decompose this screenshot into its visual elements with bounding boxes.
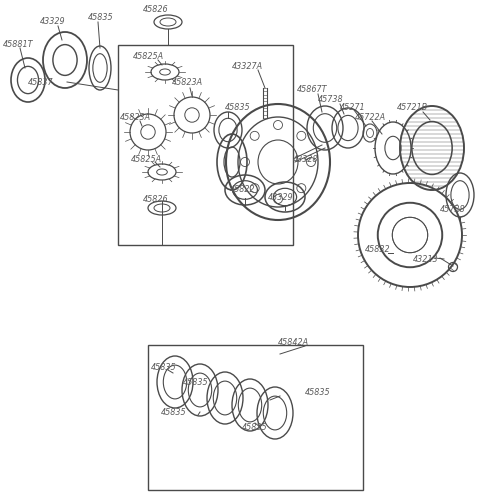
Text: 43327A: 43327A: [232, 62, 263, 71]
Text: 45722A: 45722A: [355, 113, 386, 122]
Text: 45835: 45835: [183, 378, 209, 387]
Text: 45826: 45826: [143, 195, 168, 204]
Text: 45823A: 45823A: [120, 113, 151, 122]
Text: 45271: 45271: [340, 103, 366, 112]
Text: 45823A: 45823A: [172, 78, 203, 87]
Text: 45832: 45832: [365, 245, 391, 254]
Text: 45835: 45835: [161, 408, 187, 417]
Text: 45738: 45738: [318, 95, 344, 104]
Text: 45881T: 45881T: [3, 40, 34, 49]
Text: 45842A: 45842A: [278, 338, 309, 347]
Text: 43213: 43213: [413, 255, 439, 264]
Text: 45867T: 45867T: [297, 85, 327, 94]
Bar: [118, 45, 293, 245]
Text: 43328: 43328: [293, 155, 319, 164]
Text: 45826: 45826: [143, 5, 168, 14]
Bar: [148, 345, 363, 490]
Text: 45721B: 45721B: [397, 103, 428, 112]
Text: 45822: 45822: [230, 185, 256, 194]
Text: 43329: 43329: [40, 17, 66, 26]
Text: 45738: 45738: [440, 205, 466, 214]
Text: 45835: 45835: [88, 13, 114, 22]
Text: 45835: 45835: [242, 423, 268, 432]
Text: 43329: 43329: [268, 193, 294, 202]
Text: 45835: 45835: [151, 363, 177, 372]
Text: 45835: 45835: [225, 103, 251, 112]
Text: 45835: 45835: [305, 388, 331, 397]
Text: 45825A: 45825A: [131, 155, 162, 164]
Text: 45837: 45837: [28, 78, 54, 87]
Text: 45825A: 45825A: [133, 52, 164, 61]
